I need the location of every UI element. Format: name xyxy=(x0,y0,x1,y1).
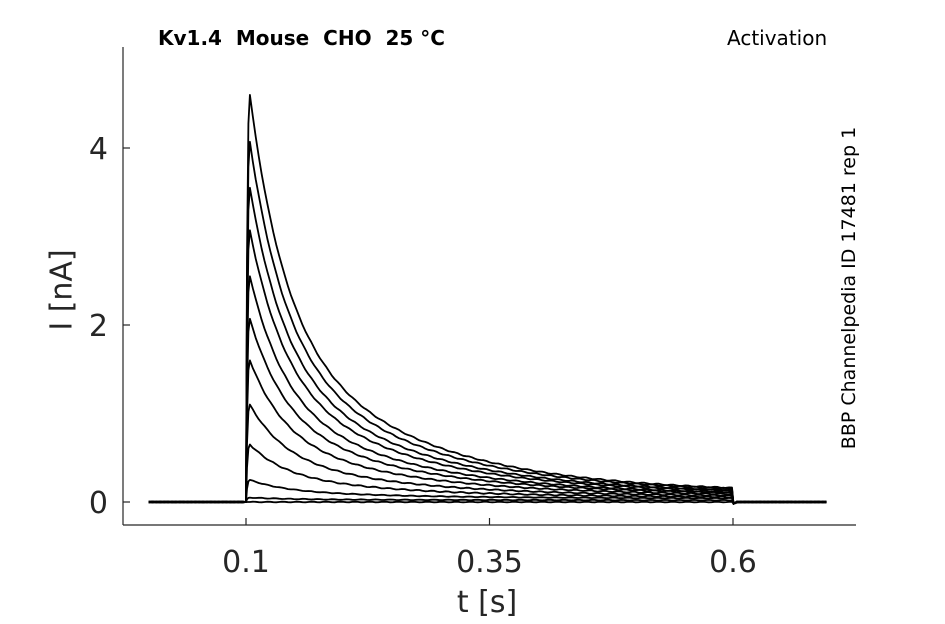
x-tick-label: 0.6 xyxy=(709,545,757,580)
series-line xyxy=(148,140,827,505)
x-tick-label: 0.1 xyxy=(222,545,270,580)
chart-title: Kv1.4 Mouse CHO 25 °C xyxy=(158,26,445,50)
y-axis-label: I [nA] xyxy=(44,249,80,331)
series-line xyxy=(148,94,827,505)
series-line xyxy=(148,500,827,505)
series-line xyxy=(148,229,827,505)
y-tick-label: 0 xyxy=(89,486,108,521)
y-tick-label: 2 xyxy=(89,309,108,344)
y-tick-label: 4 xyxy=(89,132,108,167)
series-line xyxy=(148,496,827,505)
x-tick-label: 0.35 xyxy=(456,545,523,580)
traces-group xyxy=(148,94,827,505)
series-line xyxy=(148,403,827,505)
series-line xyxy=(148,317,827,505)
series-line xyxy=(148,479,827,505)
x-axis-label: t [s] xyxy=(456,585,518,620)
protocol-label: Activation xyxy=(727,26,828,50)
axes: 0.1 0.35 0.6 0 2 4 xyxy=(89,47,856,580)
source-id-label: BBP Channelpedia ID 17481 rep 1 xyxy=(838,126,860,450)
